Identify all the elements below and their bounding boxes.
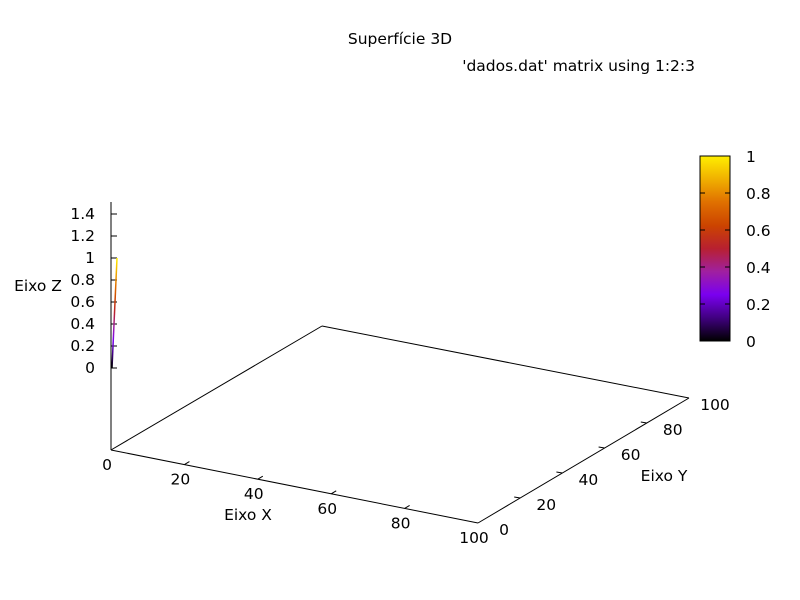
colorbar-tick-label: 0.2 [746,296,771,314]
colorbar-tick-label: 1 [746,148,756,166]
y-tick-label: 60 [621,446,641,464]
x-tick-label: 60 [317,500,337,518]
y-tick-mark [640,421,647,424]
colorbar-ticks: 0 0.2 0.4 0.6 0.8 1 [700,148,771,351]
y-tick-label: 40 [579,471,599,489]
back-edge-right [321,325,690,399]
x-tick-mark [330,490,337,495]
y-tick-label: 100 [700,396,730,414]
y-tick-label: 20 [536,496,556,514]
y-axis-line [477,397,690,524]
y-tick-label: 0 [499,521,509,539]
x-tick-mark [184,461,190,466]
z-tick-label: 0 [85,359,95,377]
z-tick-label: 1.2 [70,227,95,245]
surface-data-line [111,257,118,369]
x-tick-label: 0 [102,456,112,474]
colorbar-gradient [699,155,731,342]
z-axis-label: Eixo Z [14,277,62,295]
y-axis-ticks: 0 20 40 60 80 100 [499,396,730,539]
colorbar-tick-label: 0.6 [746,222,771,240]
x-tick-label: 20 [171,471,191,489]
y-tick-mark [514,496,521,499]
colorbar-tick-label: 0.4 [746,259,771,277]
y-tick-label: 80 [663,421,683,439]
x-tick-label: 80 [391,514,411,532]
z-tick-label: 0.6 [70,293,95,311]
y-tick-mark [556,471,563,474]
back-edge-left [110,325,323,451]
y-axis-label: Eixo Y [641,467,688,485]
x-axis-ticks: 0 20 40 60 80 100 [102,456,489,547]
z-tick-label: 0.8 [70,271,95,289]
y-tick-mark [598,446,605,449]
x-axis-line [110,449,479,524]
x-tick-mark [257,475,264,480]
colorbar-tick-label: 0 [746,333,756,351]
x-axis-label: Eixo X [224,506,272,524]
chart-title: Superfície 3D [348,30,452,48]
z-tick-label: 1.4 [70,205,95,223]
z-axis-ticks: 0 0.2 0.4 0.6 0.8 1 1.2 1.4 [70,205,117,377]
legend-series-label: 'dados.dat' matrix using 1:2:3 [462,57,695,75]
z-tick-label: 0.4 [70,315,95,333]
z-tick-label: 1 [85,249,95,267]
base-plane [110,325,690,524]
x-tick-label: 40 [244,485,264,503]
x-tick-label: 100 [459,529,489,547]
colorbar-tick-label: 0.8 [746,185,771,203]
x-tick-mark [404,504,410,509]
colorbar: 0 0.2 0.4 0.6 0.8 1 [699,148,771,351]
z-tick-label: 0.2 [70,337,95,355]
